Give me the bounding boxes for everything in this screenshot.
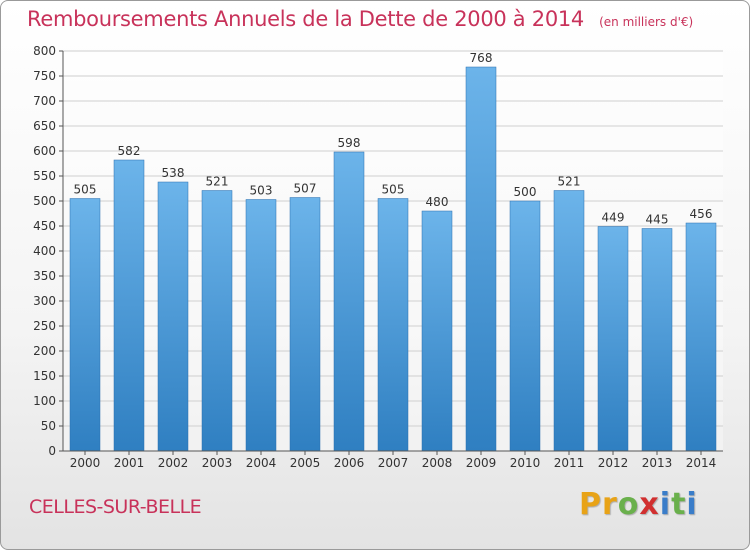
- bar-2002: [157, 181, 189, 452]
- bar-value-label: 521: [206, 175, 229, 189]
- x-tick-label: 2005: [290, 456, 321, 470]
- logo-letter: o: [617, 487, 640, 522]
- bar-2011: [553, 190, 585, 452]
- title-main: Remboursements Annuels de la Dette de 20…: [27, 7, 584, 31]
- bar-value-label: 582: [118, 144, 141, 158]
- bar-2006: [333, 151, 365, 452]
- bar-value-label: 500: [514, 185, 537, 199]
- logo-letter: i: [659, 487, 672, 522]
- y-tick-label: 300: [33, 294, 56, 308]
- bar-value-label: 456: [690, 207, 713, 221]
- y-tick-label: 600: [33, 144, 56, 158]
- logo-letter: r: [602, 487, 618, 522]
- bar-2014: [685, 222, 717, 452]
- logo-letter: x: [639, 487, 660, 522]
- bar-2008: [421, 210, 453, 452]
- y-tick-label: 150: [33, 369, 56, 383]
- bar-value-label: 449: [602, 211, 625, 225]
- x-tick-label: 2009: [466, 456, 497, 470]
- x-tick-label: 2006: [334, 456, 365, 470]
- x-tick-label: 2010: [510, 456, 541, 470]
- y-tick-label: 450: [33, 219, 56, 233]
- bar-2013: [641, 228, 673, 452]
- bar-value-label: 768: [470, 51, 493, 65]
- bar-2010: [509, 200, 541, 452]
- y-tick-label: 550: [33, 169, 56, 183]
- bar-2003: [201, 190, 233, 452]
- bar-2001: [113, 159, 145, 452]
- y-tick-label: 750: [33, 69, 56, 83]
- y-tick-label: 800: [33, 44, 56, 58]
- x-tick-label: 2011: [554, 456, 585, 470]
- bar-value-label: 507: [294, 182, 317, 196]
- y-tick-label: 100: [33, 394, 56, 408]
- bar-2004: [245, 199, 277, 452]
- y-tick-label: 350: [33, 269, 56, 283]
- chart-title: Remboursements Annuels de la Dette de 20…: [27, 7, 693, 31]
- y-tick-label: 400: [33, 244, 56, 258]
- bar-2012: [597, 226, 629, 452]
- x-tick-label: 2003: [202, 456, 233, 470]
- bar-2000: [69, 198, 101, 452]
- y-tick-label: 500: [33, 194, 56, 208]
- bar-value-label: 503: [250, 184, 273, 198]
- x-tick-label: 2013: [642, 456, 673, 470]
- y-tick-label: 250: [33, 319, 56, 333]
- proxiti-logo: Proxiti: [579, 487, 698, 522]
- y-tick-label: 50: [41, 419, 56, 433]
- bar-value-label: 538: [162, 166, 185, 180]
- y-tick-label: 0: [48, 444, 56, 458]
- bar-value-label: 480: [426, 195, 449, 209]
- title-unit: (en milliers d'€): [599, 15, 694, 29]
- bar-2007: [377, 198, 409, 452]
- y-tick-label: 200: [33, 344, 56, 358]
- bar-2005: [289, 197, 321, 452]
- x-tick-label: 2000: [70, 456, 101, 470]
- bar-2009: [465, 66, 497, 452]
- commune-name: CELLES-SUR-BELLE: [29, 496, 202, 518]
- x-tick-label: 2002: [158, 456, 189, 470]
- y-tick-label: 650: [33, 119, 56, 133]
- bar-value-label: 505: [382, 183, 405, 197]
- y-tick-label: 700: [33, 94, 56, 108]
- bar-value-label: 598: [338, 136, 361, 150]
- bar-value-label: 505: [74, 183, 97, 197]
- logo-letter: t: [671, 487, 687, 522]
- logo-letter: P: [579, 487, 602, 522]
- x-tick-label: 2004: [246, 456, 277, 470]
- x-tick-label: 2014: [686, 456, 717, 470]
- bar-value-label: 445: [646, 213, 669, 227]
- x-tick-label: 2007: [378, 456, 409, 470]
- x-tick-label: 2008: [422, 456, 453, 470]
- x-tick-label: 2012: [598, 456, 629, 470]
- logo-letter: i: [686, 487, 698, 522]
- bar-value-label: 521: [558, 175, 581, 189]
- x-tick-label: 2001: [114, 456, 145, 470]
